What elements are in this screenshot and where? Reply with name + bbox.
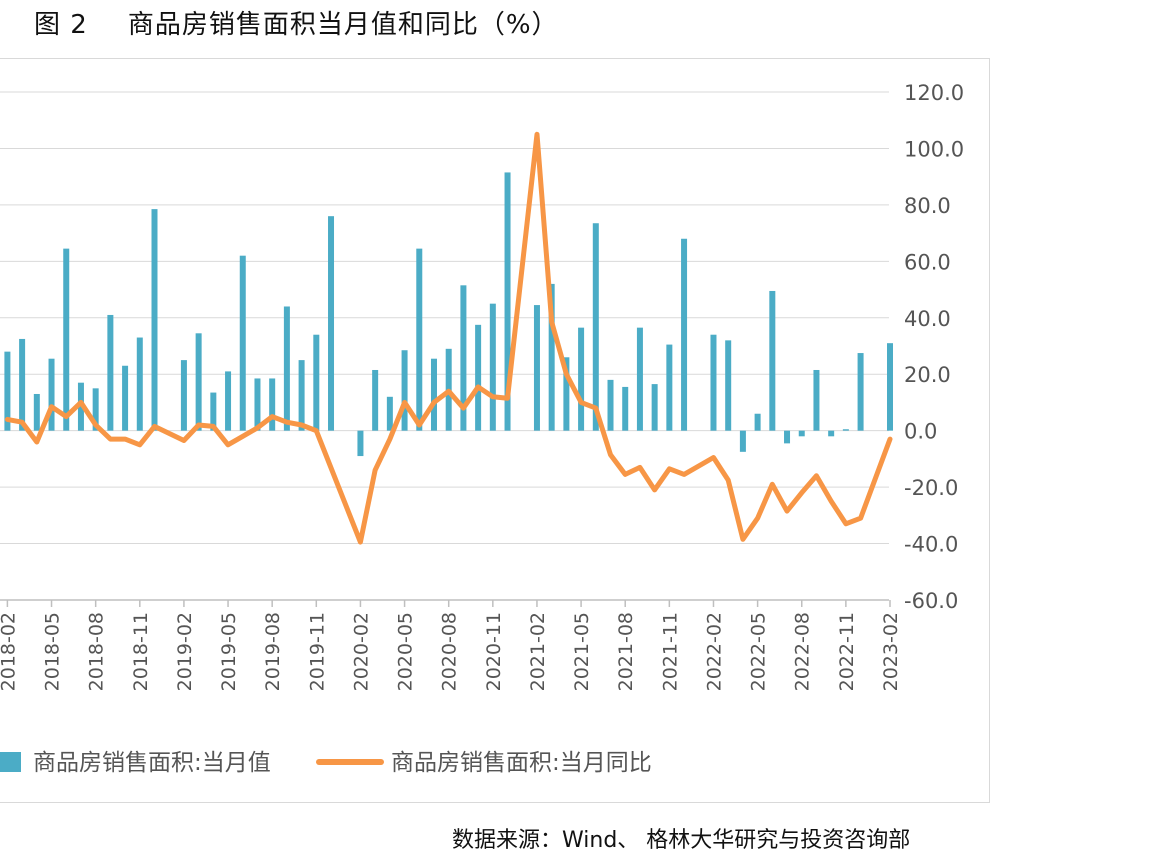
bar <box>578 327 585 431</box>
bar <box>651 384 658 431</box>
bar <box>180 360 187 431</box>
x-tick-label: 2023-02 <box>880 612 902 691</box>
chart-frame: 120.0 100.0 80.0 60.0 40.0 20.0 0.0 -20.0 -40.0 -… <box>0 58 990 803</box>
y-tick-label: 20.0 <box>904 363 951 387</box>
x-tick-label: 2019-05 <box>218 612 240 691</box>
legend-label-bar: 商品房销售面积:当月值 <box>33 750 271 776</box>
y-tick-label: 60.0 <box>904 250 951 274</box>
legend-label-line: 商品房销售面积:当月同比 <box>391 750 652 776</box>
bar <box>4 351 11 431</box>
bar <box>710 334 717 431</box>
bar <box>548 283 555 431</box>
bar <box>489 303 496 431</box>
combo-chart: 120.0 100.0 80.0 60.0 40.0 20.0 0.0 -20.0 -40.0 -… <box>0 81 964 776</box>
bar <box>283 306 290 431</box>
figure-title-text: 商品房销售面积当月值和同比（%） <box>127 10 559 40</box>
x-tick-label: 2022-05 <box>748 612 770 691</box>
x-tick-label: 2021-05 <box>571 612 593 691</box>
bar <box>33 393 40 431</box>
x-tick-label: 2022-02 <box>703 612 725 691</box>
y-tick-label: 40.0 <box>904 307 951 331</box>
x-tick-label: 2018-08 <box>86 612 108 691</box>
y-tick-label: 120.0 <box>904 81 964 105</box>
x-tick-label: 2020-05 <box>395 612 417 691</box>
legend-swatch-bar <box>0 752 21 772</box>
bar <box>563 357 570 431</box>
x-tick-label: 2020-11 <box>483 612 505 691</box>
bar <box>195 333 202 431</box>
y-tick-label: 80.0 <box>904 194 951 218</box>
x-tick-label: 2018-05 <box>42 612 64 691</box>
bar <box>298 360 305 431</box>
bar <box>269 378 276 431</box>
figure-title: 图 2 商品房销售面积当月值和同比（%） <box>34 4 559 41</box>
bar <box>622 386 629 431</box>
bar <box>607 379 614 431</box>
bar <box>769 290 776 431</box>
bar <box>784 430 791 444</box>
bar <box>416 248 423 431</box>
x-tick-label: 2022-11 <box>836 612 858 691</box>
x-tick-label: 2021-08 <box>615 612 637 691</box>
bar <box>725 340 732 431</box>
bar <box>636 327 643 431</box>
bar <box>681 238 688 431</box>
bar <box>842 429 849 431</box>
bar <box>475 324 482 431</box>
y-tick-label: 100.0 <box>904 137 964 161</box>
x-tick-label: 2020-02 <box>350 612 372 691</box>
y-tick-label: -60.0 <box>904 589 958 613</box>
bar <box>151 209 158 431</box>
bar <box>828 430 835 437</box>
x-tick-label: 2019-08 <box>262 612 284 691</box>
bar <box>504 172 511 431</box>
bar <box>430 358 437 431</box>
bar <box>210 392 217 431</box>
bar <box>813 369 820 431</box>
bar <box>239 255 246 431</box>
bar <box>372 369 379 431</box>
bar <box>313 334 320 431</box>
x-tick-label: 2019-02 <box>174 612 196 691</box>
bar <box>357 430 364 457</box>
series-line <box>4 131 893 545</box>
figure-number: 图 2 <box>34 10 88 40</box>
bar <box>739 430 746 452</box>
bar <box>754 413 761 431</box>
bar <box>122 365 129 431</box>
x-tick-label: 2019-11 <box>306 612 328 691</box>
y-tick-label: -40.0 <box>904 533 958 557</box>
bar <box>136 337 143 431</box>
bar <box>533 305 540 431</box>
bar <box>254 378 261 431</box>
bar <box>225 371 232 431</box>
x-tick-label: 2021-11 <box>659 612 681 691</box>
bar <box>857 353 864 431</box>
bar <box>328 216 335 431</box>
bar <box>48 358 55 431</box>
x-tick-label: 2018-11 <box>130 612 152 691</box>
bar <box>386 396 393 431</box>
x-tick-label: 2021-02 <box>527 612 549 691</box>
bar <box>401 350 408 431</box>
bar <box>92 388 99 431</box>
bar <box>460 285 467 431</box>
bar <box>666 344 673 431</box>
x-tick-label: 2020-08 <box>439 612 461 691</box>
source-note: 数据来源：Wind、 格林大华研究与投资咨询部 <box>452 828 911 853</box>
bar <box>19 338 26 431</box>
x-tick-label: 2018-02 <box>0 612 19 691</box>
bar <box>63 248 70 431</box>
bar <box>798 430 805 437</box>
y-tick-label: -20.0 <box>904 476 958 500</box>
bar <box>592 223 599 431</box>
x-tick-label: 2022-08 <box>792 612 814 691</box>
bar <box>107 314 114 431</box>
y-tick-label: 0.0 <box>904 420 937 444</box>
bar <box>887 343 893 431</box>
